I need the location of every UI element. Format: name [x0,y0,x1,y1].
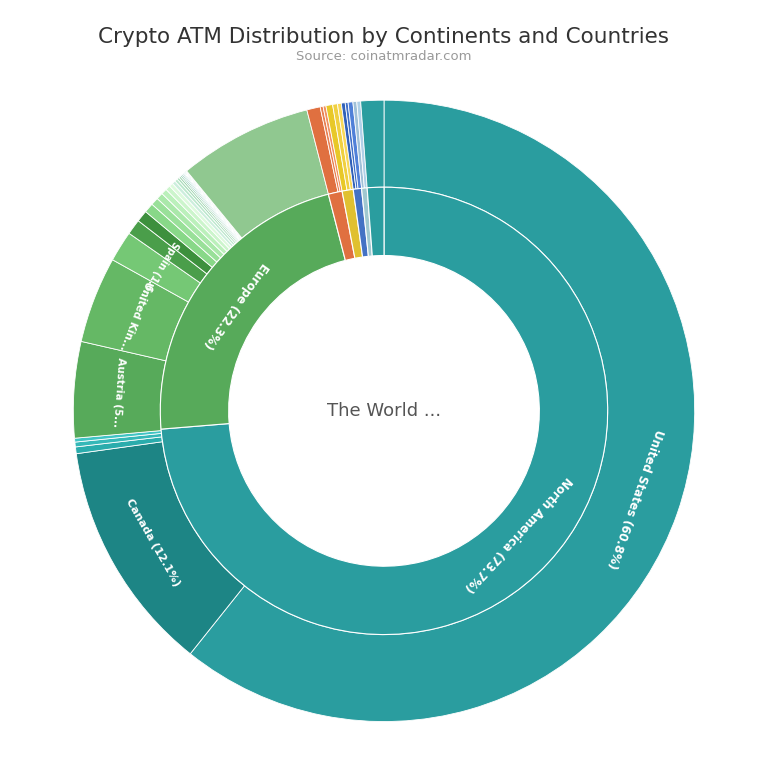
Text: United Kin...: United Kin... [118,280,154,352]
Wedge shape [161,187,607,634]
Wedge shape [342,190,362,258]
Wedge shape [76,442,244,654]
Wedge shape [157,194,224,258]
Wedge shape [190,100,695,722]
Text: United States (60.8%): United States (60.8%) [604,427,665,570]
Text: North America (73.7%): North America (73.7%) [462,474,574,594]
Wedge shape [187,171,242,238]
Text: Spain (1.6...: Spain (1.6... [137,239,180,302]
Wedge shape [187,110,329,238]
Wedge shape [185,171,241,239]
Wedge shape [184,173,240,240]
Wedge shape [162,190,227,254]
Wedge shape [166,186,230,251]
Wedge shape [367,187,384,256]
Text: Canada (12.1%): Canada (12.1%) [124,497,182,588]
Wedge shape [172,181,233,247]
Wedge shape [181,174,239,241]
Wedge shape [353,188,369,257]
Wedge shape [329,191,355,260]
Text: Austria (5...: Austria (5... [111,357,127,428]
Text: The World ...: The World ... [327,402,441,420]
Wedge shape [323,106,342,191]
Wedge shape [146,204,217,267]
Wedge shape [337,103,353,190]
Wedge shape [307,107,338,194]
Wedge shape [333,104,350,190]
Wedge shape [357,101,367,188]
Text: Europe (22.3%): Europe (22.3%) [201,260,271,351]
Wedge shape [326,104,347,191]
Wedge shape [138,212,213,274]
Wedge shape [183,174,240,240]
Wedge shape [353,101,364,188]
Wedge shape [161,194,346,429]
Wedge shape [341,103,356,189]
Wedge shape [361,100,384,188]
Text: Crypto ATM Distribution by Continents and Countries: Crypto ATM Distribution by Continents an… [98,27,670,47]
Wedge shape [81,260,188,361]
Text: Source: coinatmradar.com: Source: coinatmradar.com [296,50,472,63]
Wedge shape [185,172,241,239]
Wedge shape [75,437,163,454]
Wedge shape [180,175,238,242]
Wedge shape [129,220,207,283]
Wedge shape [320,106,340,192]
Wedge shape [175,179,235,245]
Wedge shape [170,184,232,249]
Wedge shape [152,198,220,262]
Wedge shape [74,431,161,442]
Wedge shape [73,342,166,439]
Wedge shape [113,233,200,302]
Wedge shape [179,176,237,243]
Wedge shape [75,433,162,447]
Wedge shape [348,101,362,189]
Wedge shape [362,188,372,257]
Wedge shape [345,102,358,189]
Wedge shape [184,173,240,240]
Wedge shape [186,171,242,239]
Wedge shape [177,177,237,244]
